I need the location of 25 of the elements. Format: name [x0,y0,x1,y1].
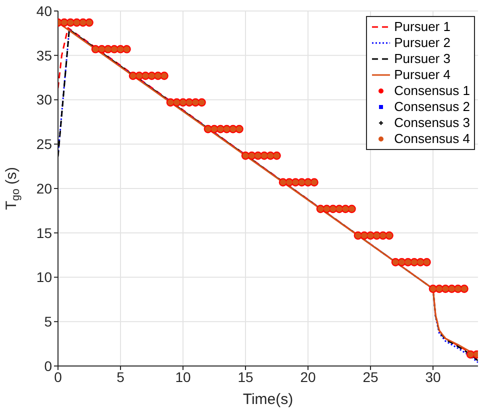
legend-label: Pursuer 2 [394,35,450,51]
legend-label: Consensus 2 [394,99,470,115]
x-tick-label: 25 [362,368,378,385]
legend-label: Pursuer 1 [394,19,450,35]
y-tick-label: 25 [36,136,52,152]
x-axis-title: Time(s) [242,391,294,408]
x-tick-label: 0 [54,368,62,385]
x-tick-label: 10 [175,368,191,385]
y-tick-label: 35 [36,47,52,64]
y-tick-label: 0 [44,358,52,374]
legend-label: Pursuer 3 [394,51,450,67]
y-tick-label: 30 [36,92,52,108]
y-tick-label: 10 [36,269,52,286]
x-tick-label: 5 [116,368,125,385]
legend-label: Consensus 1 [394,83,470,99]
x-tick-label: 20 [300,368,316,385]
y-tick-label: 15 [36,224,52,241]
y-tick-label: 5 [44,314,52,330]
x-tick-label: 30 [425,368,441,385]
legend-label: Consensus 3 [394,115,470,131]
legend-label: Consensus 4 [394,131,470,147]
legend-label: Pursuer 4 [394,67,450,83]
y-tick-label: 40 [36,2,52,19]
x-tick-label: 15 [238,368,254,385]
y-tick-label: 20 [36,180,52,196]
